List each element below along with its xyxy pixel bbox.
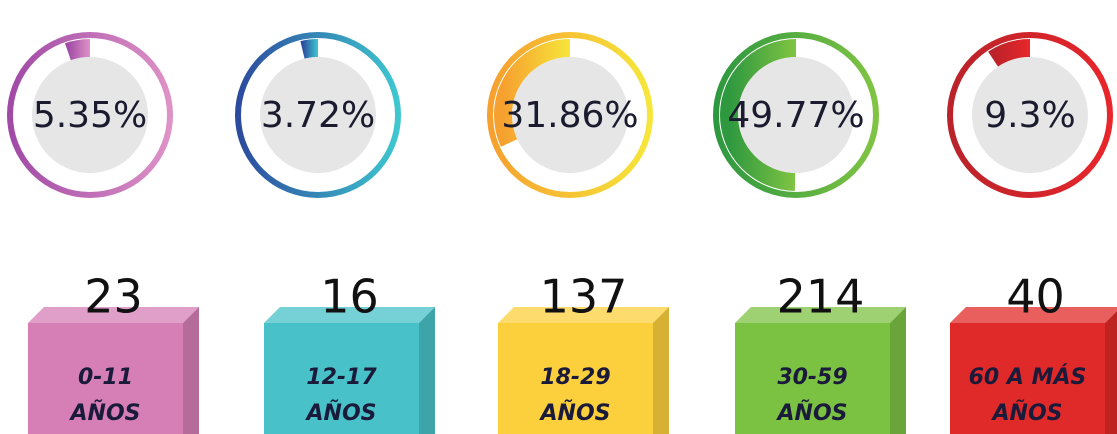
gauge-center bbox=[32, 57, 148, 173]
percent-label: 5.35% bbox=[33, 95, 147, 136]
count-label: 16 bbox=[320, 270, 379, 324]
count-label: 40 bbox=[1006, 270, 1065, 324]
gauge-center bbox=[260, 57, 376, 173]
percent-label: 49.77% bbox=[727, 95, 864, 136]
gauge-arc bbox=[64, 39, 91, 61]
age-label: AÑOS bbox=[69, 400, 141, 426]
gauge-arc bbox=[300, 39, 319, 59]
box-front bbox=[950, 323, 1105, 434]
gauge-arc bbox=[988, 39, 1031, 67]
box-front bbox=[498, 323, 653, 434]
box-side bbox=[183, 307, 199, 434]
age-label: AÑOS bbox=[539, 400, 611, 426]
box-top bbox=[264, 307, 435, 323]
age-label: 60 A MÁS bbox=[969, 364, 1087, 390]
box-side-shade bbox=[1105, 311, 1117, 434]
percent-label: 9.3% bbox=[984, 95, 1075, 136]
box-side bbox=[1105, 311, 1117, 434]
box-side-shade bbox=[890, 307, 906, 434]
gauge-ring bbox=[487, 32, 653, 198]
gauge-ring bbox=[7, 32, 173, 198]
box-top-shade bbox=[28, 307, 199, 323]
box-top bbox=[735, 307, 906, 323]
box-front bbox=[28, 323, 183, 434]
box-side-shade bbox=[183, 307, 199, 434]
box-top-shade bbox=[950, 307, 1117, 323]
gauge-arc bbox=[720, 39, 797, 191]
box-side-shade bbox=[653, 307, 669, 434]
box-top bbox=[498, 307, 669, 323]
box-side bbox=[419, 307, 435, 434]
age-label: 12-17 bbox=[306, 365, 377, 390]
age-label: AÑOS bbox=[991, 400, 1063, 426]
box-side bbox=[890, 307, 906, 434]
gauge-arc bbox=[494, 39, 571, 147]
gauge-ring bbox=[947, 32, 1113, 198]
age-label: 18-29 bbox=[540, 365, 610, 390]
count-label: 23 bbox=[84, 270, 143, 324]
box-top bbox=[950, 307, 1117, 323]
box-front bbox=[735, 323, 890, 434]
gauge-center bbox=[512, 57, 628, 173]
gauge-ring bbox=[713, 32, 879, 198]
box-side-shade bbox=[419, 307, 435, 434]
box-front bbox=[264, 323, 419, 434]
percent-label: 31.86% bbox=[501, 95, 638, 136]
box-top bbox=[28, 307, 199, 323]
box-top-shade bbox=[498, 307, 669, 323]
box-top-shade bbox=[264, 307, 435, 323]
gauge-center bbox=[738, 57, 854, 173]
gauge-ring bbox=[235, 32, 401, 198]
age-label: 30-59 bbox=[777, 365, 847, 390]
count-label: 137 bbox=[540, 270, 628, 324]
box-side bbox=[653, 307, 669, 434]
age-label: AÑOS bbox=[776, 400, 848, 426]
age-label: AÑOS bbox=[305, 400, 377, 426]
gauge-center bbox=[972, 57, 1088, 173]
box-top-shade bbox=[735, 307, 906, 323]
percent-label: 3.72% bbox=[261, 95, 375, 136]
age-label: 0-11 bbox=[78, 365, 133, 390]
count-label: 214 bbox=[777, 270, 865, 324]
